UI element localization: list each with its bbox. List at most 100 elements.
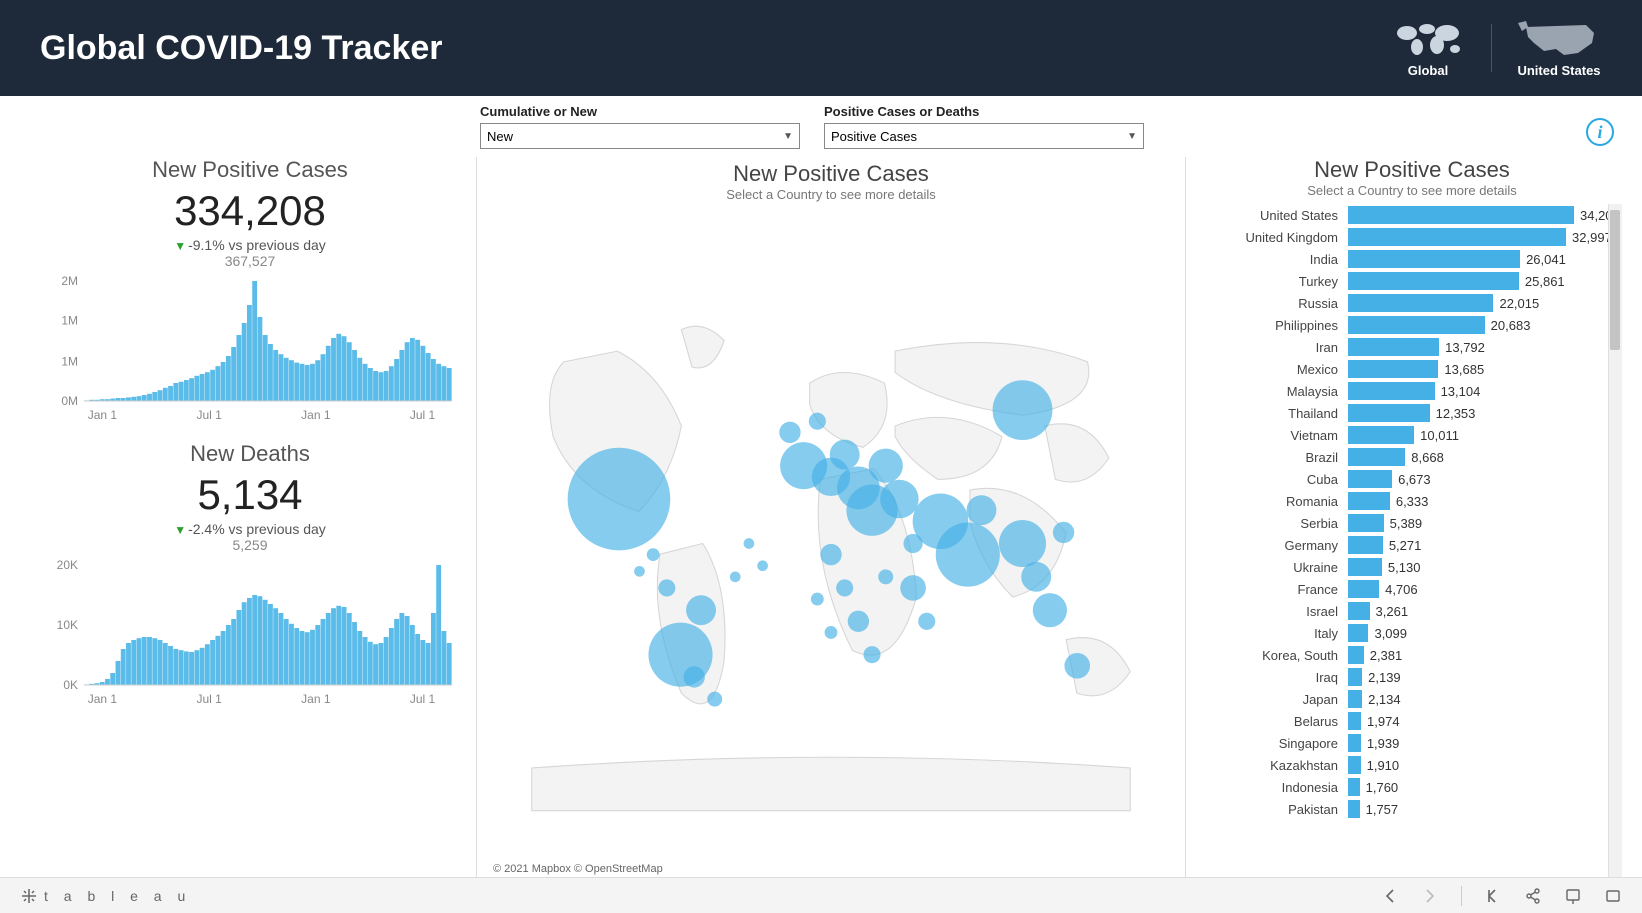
country-bar-row[interactable]: India26,041 xyxy=(1202,248,1622,270)
country-bar-row[interactable]: Vietnam 10,011 xyxy=(1202,424,1622,446)
country-bar-row[interactable]: Singapore1,939 xyxy=(1202,732,1622,754)
select-metric-value: Positive Cases xyxy=(831,129,917,144)
share-button[interactable] xyxy=(1524,887,1542,905)
country-bar-row[interactable]: Korea, South2,381 xyxy=(1202,644,1622,666)
fullscreen-button[interactable] xyxy=(1604,887,1622,905)
header-divider xyxy=(1491,24,1492,72)
bar-track: 2,139 xyxy=(1348,668,1622,686)
bar-fill xyxy=(1348,272,1519,290)
bar-track: 6,333 xyxy=(1348,492,1622,510)
bar-track: 13,685 xyxy=(1348,360,1622,378)
bar-value: 2,381 xyxy=(1370,648,1403,663)
bar-value: 8,668 xyxy=(1411,450,1444,465)
country-label: Russia xyxy=(1202,296,1342,311)
bar-fill xyxy=(1348,228,1566,246)
center-column: New Positive Cases Select a Country to s… xyxy=(476,157,1186,877)
country-bar-row[interactable]: Belarus1,974 xyxy=(1202,710,1622,732)
revert-button[interactable] xyxy=(1484,887,1502,905)
bar-track: 6,673 xyxy=(1348,470,1622,488)
country-bar-row[interactable]: Ukraine5,130 xyxy=(1202,556,1622,578)
svg-text:Jul 1: Jul 1 xyxy=(196,692,222,706)
country-label: Mexico xyxy=(1202,362,1342,377)
country-bar-row[interactable]: Russia22,015 xyxy=(1202,292,1622,314)
bar-value: 1,974 xyxy=(1367,714,1400,729)
country-bar-row[interactable]: Cuba6,673 xyxy=(1202,468,1622,490)
country-bar-row[interactable]: Iran13,792 xyxy=(1202,336,1622,358)
scrollbar-thumb[interactable] xyxy=(1610,210,1620,350)
select-cumulative-value: New xyxy=(487,129,513,144)
bar-fill xyxy=(1348,382,1435,400)
svg-text:Jan 1: Jan 1 xyxy=(88,692,118,706)
bar-value: 25,861 xyxy=(1525,274,1565,289)
bar-value: 13,685 xyxy=(1444,362,1484,377)
bar-track: 2,134 xyxy=(1348,690,1622,708)
select-metric[interactable]: Positive Cases ▼ xyxy=(824,123,1144,149)
country-bar-row[interactable]: Serbia5,389 xyxy=(1202,512,1622,534)
country-label: Vietnam xyxy=(1202,428,1342,443)
bar-fill xyxy=(1348,624,1368,642)
country-bar-list[interactable]: United States34,200United Kingdom32,997I… xyxy=(1202,204,1622,877)
country-bar-row[interactable]: Iraq2,139 xyxy=(1202,666,1622,688)
tableau-icon xyxy=(20,887,38,905)
country-bar-row[interactable]: Philippines20,683 xyxy=(1202,314,1622,336)
svg-text:2M: 2M xyxy=(61,275,78,288)
bar-value: 26,041 xyxy=(1526,252,1566,267)
kpi-cases: New Positive Cases 334,208 ▼-9.1% vs pre… xyxy=(40,157,460,425)
country-bar-row[interactable]: Turkey 25,861 xyxy=(1202,270,1622,292)
country-bar-row[interactable]: United Kingdom32,997 xyxy=(1202,226,1622,248)
country-bar-row[interactable]: Japan2,134 xyxy=(1202,688,1622,710)
bar-value: 32,997 xyxy=(1572,230,1612,245)
chevron-down-icon: ▼ xyxy=(1127,131,1137,142)
country-bar-row[interactable]: Kazakhstan1,910 xyxy=(1202,754,1622,776)
country-label: Indonesia xyxy=(1202,780,1342,795)
country-label: Ukraine xyxy=(1202,560,1342,575)
country-label: Iran xyxy=(1202,340,1342,355)
bar-value: 6,333 xyxy=(1396,494,1429,509)
down-triangle-icon: ▼ xyxy=(174,523,186,537)
country-label: Brazil xyxy=(1202,450,1342,465)
bar-value: 5,389 xyxy=(1390,516,1423,531)
bar-value: 10,011 xyxy=(1420,428,1459,443)
country-bar-row[interactable]: Brazil 8,668 xyxy=(1202,446,1622,468)
country-bar-row[interactable]: Germany5,271 xyxy=(1202,534,1622,556)
bar-fill xyxy=(1348,690,1362,708)
scrollbar[interactable] xyxy=(1608,204,1622,877)
tab-global[interactable]: Global xyxy=(1389,19,1467,78)
bar-fill xyxy=(1348,492,1390,510)
nav-forward-button[interactable] xyxy=(1421,887,1439,905)
us-map-icon xyxy=(1516,19,1602,59)
chart-deaths[interactable]: 0K10K20KJan 1Jul 1Jan 1Jul 1 xyxy=(40,559,460,709)
country-bar-row[interactable]: Indonesia1,760 xyxy=(1202,776,1622,798)
country-bar-row[interactable]: Romania 6,333 xyxy=(1202,490,1622,512)
country-label: Turkey xyxy=(1202,274,1342,289)
country-bar-row[interactable]: Pakistan1,757 xyxy=(1202,798,1622,820)
country-bar-row[interactable]: Thailand12,353 xyxy=(1202,402,1622,424)
svg-text:0M: 0M xyxy=(61,394,78,408)
country-label: Romania xyxy=(1202,494,1342,509)
bar-track: 20,683 xyxy=(1348,316,1622,334)
svg-text:Jul 1: Jul 1 xyxy=(410,408,436,422)
bar-fill xyxy=(1348,778,1360,796)
country-bar-row[interactable]: Israel3,261 xyxy=(1202,600,1622,622)
info-button[interactable]: i xyxy=(1586,118,1614,146)
download-button[interactable] xyxy=(1564,887,1582,905)
nav-back-button[interactable] xyxy=(1381,887,1399,905)
bar-fill xyxy=(1348,316,1485,334)
country-bar-row[interactable]: Italy3,099 xyxy=(1202,622,1622,644)
bar-track: 34,200 xyxy=(1348,206,1622,224)
bar-track: 10,011 xyxy=(1348,426,1622,444)
country-bar-row[interactable]: Mexico 13,685 xyxy=(1202,358,1622,380)
country-bar-row[interactable]: United States34,200 xyxy=(1202,204,1622,226)
kpi-deaths-title: New Deaths xyxy=(40,441,460,467)
country-bar-row[interactable]: Malaysia13,104 xyxy=(1202,380,1622,402)
tab-united-states[interactable]: United States xyxy=(1516,19,1602,78)
world-map[interactable]: © 2021 Mapbox © OpenStreetMap xyxy=(489,210,1173,877)
bar-fill xyxy=(1348,668,1362,686)
map-subtitle: Select a Country to see more details xyxy=(726,187,936,202)
select-cumulative[interactable]: New ▼ xyxy=(480,123,800,149)
bar-value: 6,673 xyxy=(1398,472,1431,487)
chart-cases[interactable]: 0M1M1M2MJan 1Jul 1Jan 1Jul 1 xyxy=(40,275,460,425)
tableau-logo[interactable]: t a b l e a u xyxy=(20,887,191,905)
svg-text:Jul 1: Jul 1 xyxy=(410,692,436,706)
country-bar-row[interactable]: France4,706 xyxy=(1202,578,1622,600)
